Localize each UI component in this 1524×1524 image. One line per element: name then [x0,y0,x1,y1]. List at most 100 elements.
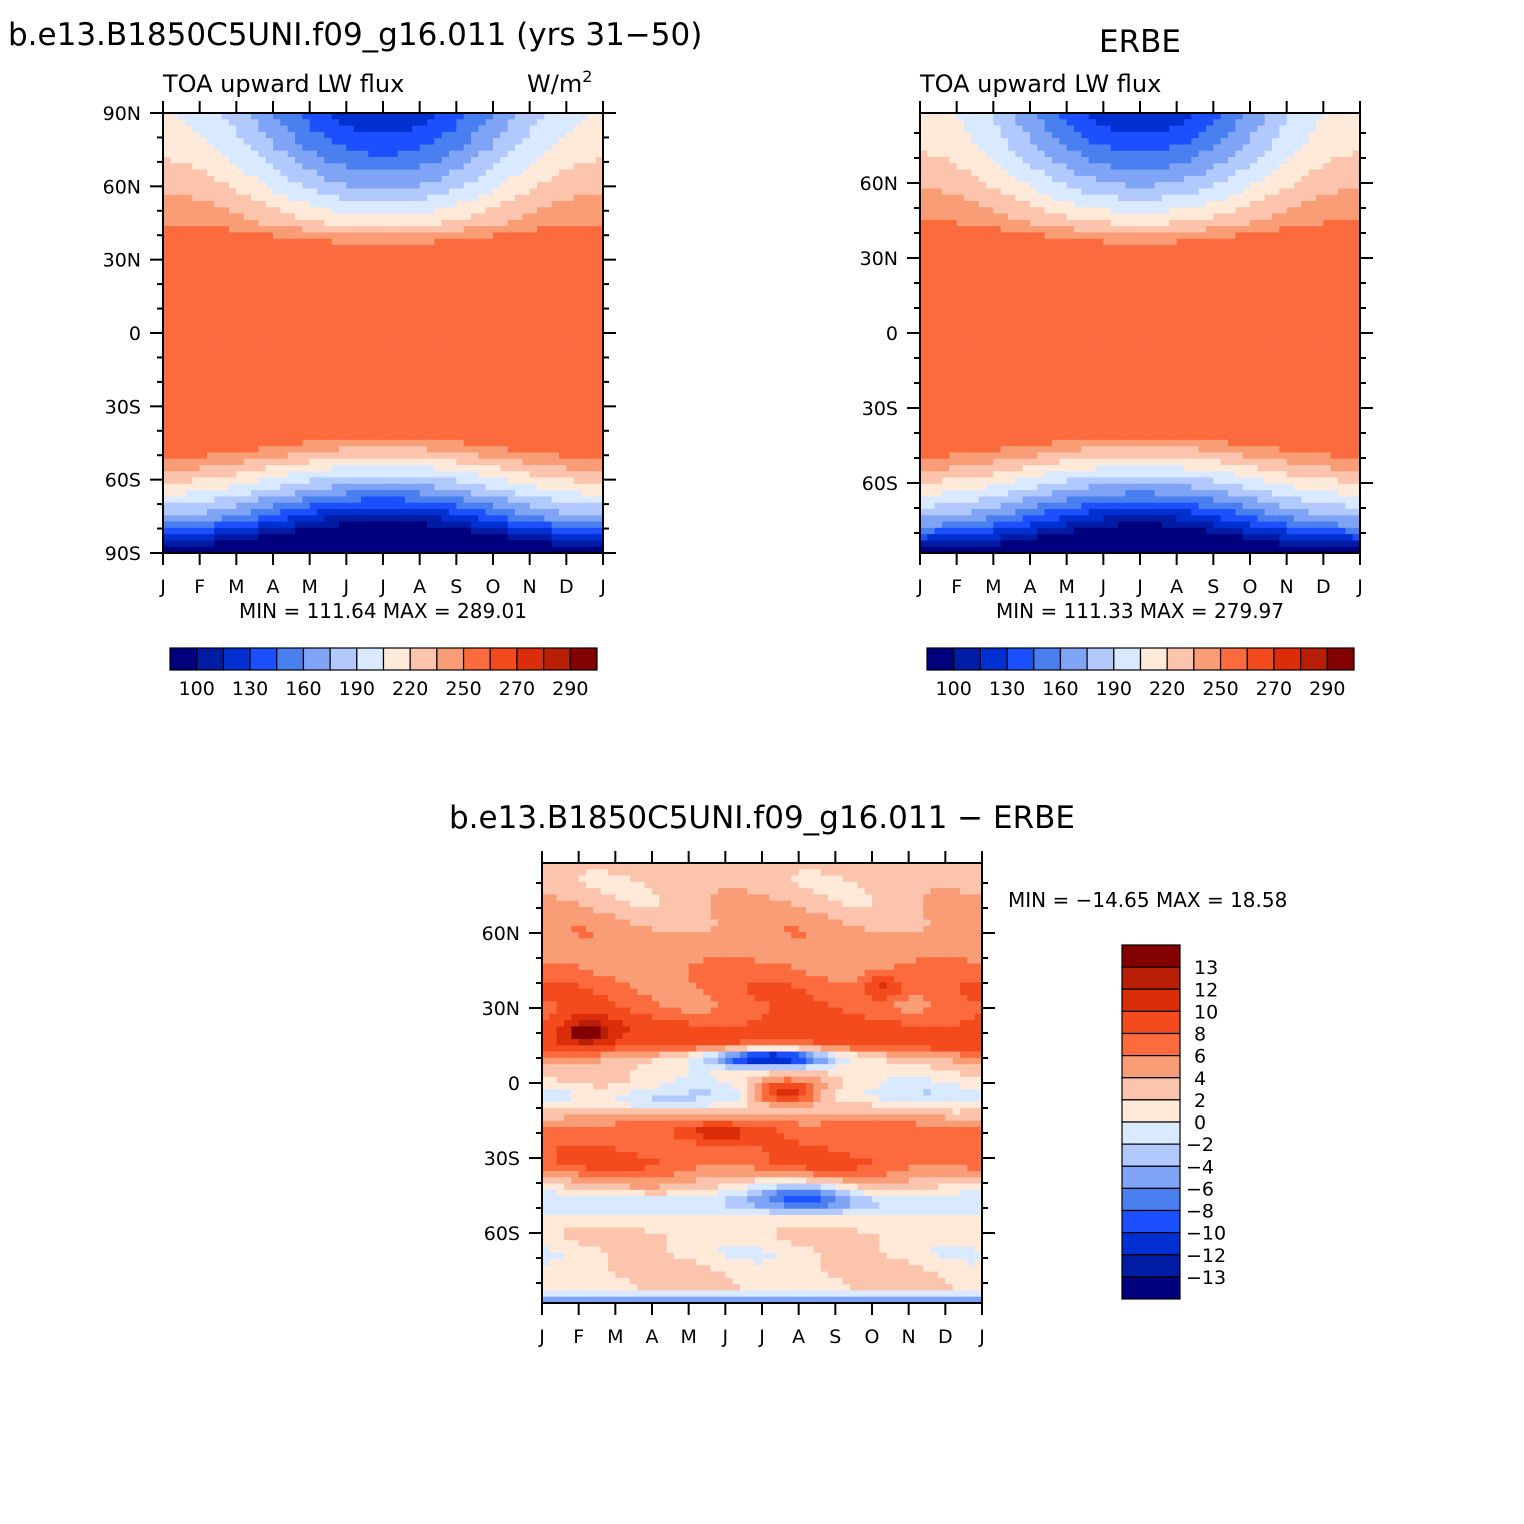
heat-cell [500,157,509,164]
heat-cell [478,339,487,347]
heat-cell [1132,138,1141,146]
heat-cell [434,339,443,347]
heat-cell [280,408,289,416]
heat-cell [500,439,509,447]
heat-cell [544,307,553,315]
heat-cell [397,226,406,234]
heat-cell [199,502,208,510]
heat-cell [383,358,391,366]
heat-cell [595,307,604,315]
heat-cell [500,144,509,152]
heat-cell [177,515,186,523]
heat-cell [346,182,355,190]
heat-cell [324,263,333,271]
heat-cell [986,182,994,190]
heat-cell [573,370,582,378]
heat-cell [449,333,457,340]
heat-cell [258,150,267,158]
heat-cell [397,138,406,146]
heat-cell [434,194,443,202]
heat-cell [493,175,501,183]
heat-cell [192,383,201,391]
heat-cell [522,326,531,334]
heat-cell [185,452,193,460]
heat-cell [449,402,457,410]
heat-cell [559,219,567,227]
heat-cell [1250,119,1258,127]
heat-cell [595,421,604,428]
heat-cell [258,477,267,485]
heat-cell [500,219,509,227]
heat-cell [192,483,201,491]
heat-cell [368,483,377,491]
heat-cell [273,402,281,410]
heat-cell [324,439,333,447]
heat-cell [485,182,494,190]
heat-cell [412,119,421,127]
heat-cell [1118,157,1126,164]
heat-cell [280,414,289,422]
heat-cell [493,502,501,510]
heat-cell [1294,150,1302,158]
heat-cell [515,138,523,146]
heat-cell [507,546,516,554]
heat-cell [500,295,509,303]
heat-cell [500,527,509,535]
heat-cell [368,131,377,139]
heat-cell [339,282,347,290]
heat-cell [971,138,980,146]
heat-cell [214,515,223,523]
heat-cell [368,182,377,190]
heat-cell [515,395,523,403]
heat-cell [214,257,223,265]
heat-cell [199,414,208,422]
heat-cell [581,163,589,171]
heat-cell [265,157,274,164]
heat-cell [478,465,487,472]
heat-cell [163,276,171,284]
heat-cell [243,521,252,529]
heat-cell [1022,119,1031,127]
heat-cell [295,345,303,353]
heat-cell [566,295,575,303]
heat-cell [390,276,399,284]
heat-cell [236,395,245,403]
heat-cell [412,521,421,529]
heat-cell [265,150,274,158]
heat-cell [258,113,267,120]
heat-cell [1191,157,1200,164]
heat-cell [214,207,223,215]
heat-cell [375,150,384,158]
heat-cell [280,276,289,284]
heat-cell [163,483,171,491]
heat-cell [463,163,472,171]
heat-cell [441,333,450,340]
heat-cell [368,257,377,265]
heat-cell [493,207,501,215]
heat-cell [346,150,355,158]
heat-cell [243,263,252,271]
heat-cell [375,301,384,309]
heat-cell [221,370,230,378]
heat-cell [302,339,311,347]
heat-cell [559,351,567,359]
heat-cell [500,358,509,366]
heat-cell [515,163,523,171]
heat-cell [273,320,281,328]
heat-cell [920,144,928,152]
heat-cell [478,232,487,240]
heat-cell [221,263,230,271]
heat-cell [595,182,604,190]
heat-cell [412,502,421,510]
heat-cell [405,515,413,523]
heat-cell [368,427,377,435]
heat-cell [559,138,567,146]
heat-cell [265,439,274,447]
heat-cell [1206,125,1214,133]
heat-cell [449,263,457,271]
heat-cell [368,201,377,208]
heat-cell [243,201,252,208]
heat-cell [280,439,289,447]
heat-cell [163,289,171,296]
heat-cell [163,326,171,334]
